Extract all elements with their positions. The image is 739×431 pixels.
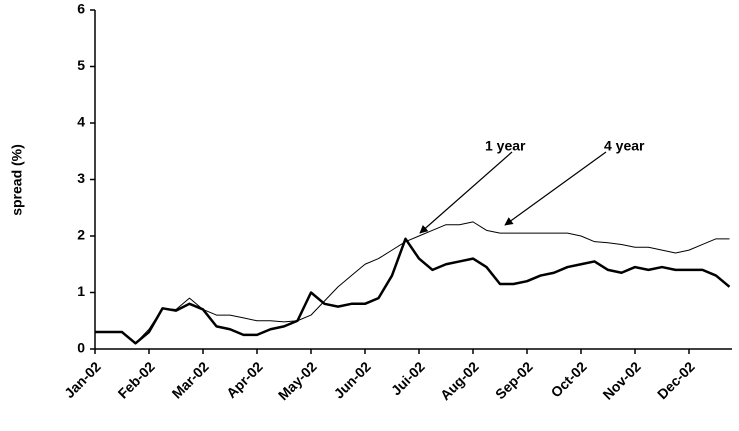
y-tick-label: 0	[77, 340, 85, 356]
x-tick-label: Apr-02	[223, 358, 266, 401]
y-tick-label: 5	[77, 57, 85, 73]
x-tick-label: Oct-02	[548, 358, 590, 400]
y-axis-label: spread (%)	[9, 144, 25, 216]
series-line	[95, 237, 731, 345]
series-line	[95, 221, 730, 344]
y-tick-label: 2	[77, 227, 85, 243]
x-tick-label: Aug-02	[437, 358, 482, 403]
x-tick-label: Nov-02	[599, 358, 643, 402]
annotation-arrow	[504, 151, 607, 226]
annotation: 4 year	[604, 138, 645, 154]
x-tick-label: Feb-02	[115, 358, 158, 401]
annotation: 1 year	[485, 138, 526, 154]
x-tick-label: Sep-02	[492, 358, 536, 402]
x-tick-label: May-02	[275, 358, 320, 403]
y-tick-label: 6	[77, 1, 85, 17]
x-tick-label: Jun-02	[331, 358, 374, 401]
y-tick-label: 1	[77, 283, 85, 299]
annotation-arrow	[419, 151, 513, 234]
x-tick-label: Jui-02	[388, 358, 428, 398]
x-tick-label: Mar-02	[169, 358, 212, 401]
x-tick-label: Dec-02	[654, 358, 698, 402]
x-tick-label: Jan-02	[61, 358, 104, 401]
y-tick-label: 3	[77, 170, 85, 186]
y-tick-label: 4	[77, 114, 85, 130]
